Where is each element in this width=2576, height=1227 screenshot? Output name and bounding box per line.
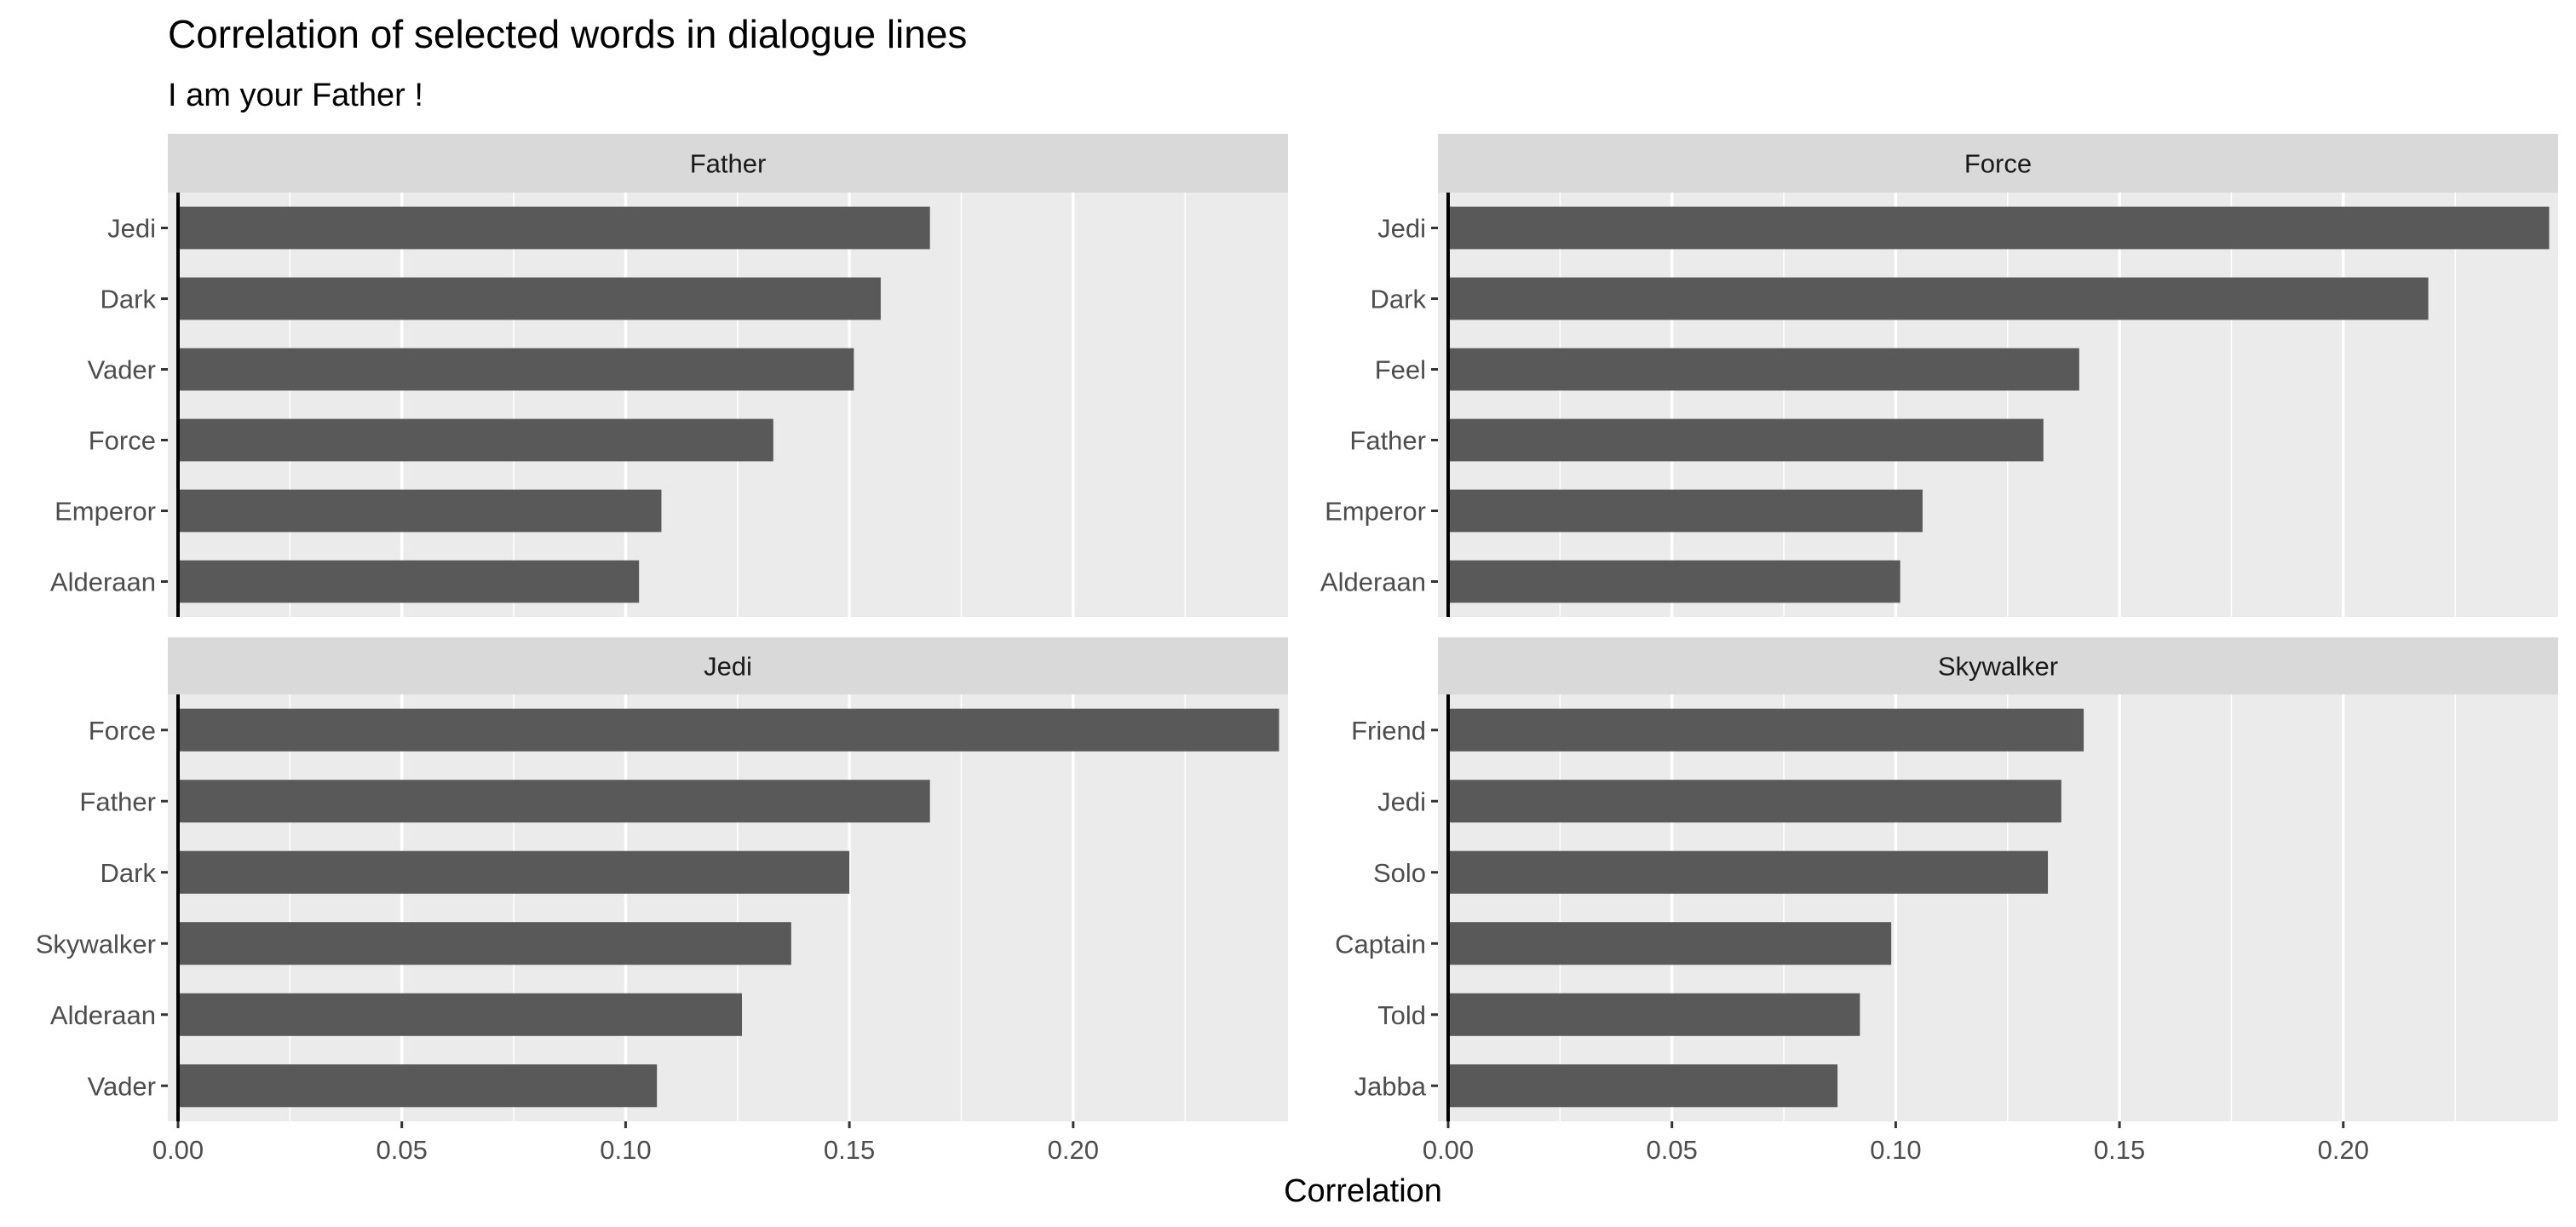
y-tick-label: Jedi bbox=[1377, 214, 1426, 244]
facet-strip bbox=[168, 637, 1288, 694]
y-tick-label: Captain bbox=[1335, 929, 1426, 959]
bar-jedi bbox=[178, 206, 930, 250]
y-tick-label: Jedi bbox=[107, 214, 156, 244]
bar-emperor bbox=[1448, 489, 1923, 533]
facet-strip-label: Force bbox=[1964, 149, 2032, 179]
panel-background bbox=[168, 193, 1288, 617]
y-tick-label: Emperor bbox=[1325, 497, 1426, 527]
bar-vader bbox=[178, 1064, 658, 1108]
facet-strip-label: Jedi bbox=[704, 652, 752, 682]
x-tick-label: 0.10 bbox=[1870, 1135, 1921, 1165]
y-tick-label: Alderaan bbox=[50, 567, 156, 597]
facet-panels: FatherJediDarkVaderForceEmperorAlderaanF… bbox=[36, 134, 2558, 1165]
bar-father bbox=[178, 780, 930, 823]
y-tick-label: Dark bbox=[101, 858, 157, 888]
y-tick-label: Alderaan bbox=[1320, 567, 1426, 597]
bar-jabba bbox=[1448, 1064, 1838, 1108]
facet-force: Force Jedi Dark Feel Father Emperor Alderaan bbox=[1320, 134, 2558, 617]
y-tick-label: Vader bbox=[88, 1071, 156, 1101]
x-tick-label: 0.05 bbox=[1647, 1135, 1698, 1165]
y-tick-label: Dark bbox=[101, 285, 157, 314]
chart-subtitle: I am your Father ! bbox=[168, 78, 423, 113]
chart-title: Correlation of selected words in dialogu… bbox=[168, 12, 967, 56]
panel-background bbox=[168, 694, 1288, 1121]
bar-jedi bbox=[1448, 206, 2550, 250]
facet-father: Father Jedi Dark Vader Force Emperor Alderaan bbox=[50, 134, 1288, 617]
facet-strip bbox=[1438, 637, 2558, 694]
facet-jedi: Jedi Force Father Dark Skywalker Alderaan Vade… bbox=[36, 637, 1288, 1165]
x-tick-label: 0.15 bbox=[824, 1135, 875, 1165]
x-axis-label: Correlation bbox=[1284, 1173, 1442, 1209]
y-tick-label: Dark bbox=[1371, 285, 1427, 314]
bar-friend bbox=[1448, 708, 2084, 752]
y-tick-label: Force bbox=[89, 716, 156, 746]
bar-alderaan bbox=[178, 993, 743, 1036]
x-tick-label: 0.10 bbox=[600, 1135, 651, 1165]
bar-skywalker bbox=[178, 922, 791, 965]
bar-vader bbox=[178, 348, 854, 391]
y-tick-label: Jabba bbox=[1354, 1071, 1427, 1101]
bar-father bbox=[1448, 418, 2044, 462]
y-tick-label: Father bbox=[79, 786, 156, 816]
y-tick-label: Skywalker bbox=[36, 929, 156, 959]
bar-dark bbox=[178, 277, 881, 320]
x-tick-label: 0.15 bbox=[2094, 1135, 2145, 1165]
y-tick-label: Friend bbox=[1351, 716, 1426, 746]
bar-dark bbox=[178, 850, 850, 894]
x-tick-label: 0.00 bbox=[1423, 1135, 1474, 1165]
x-tick-label: 0.20 bbox=[2318, 1135, 2369, 1165]
bar-captain bbox=[1448, 922, 1892, 965]
bar-jedi bbox=[1448, 780, 2061, 823]
x-tick-label: 0.05 bbox=[377, 1135, 428, 1165]
bar-alderaan bbox=[178, 560, 640, 603]
bar-dark bbox=[1448, 277, 2429, 320]
bar-force bbox=[178, 708, 1279, 752]
y-tick-label: Feel bbox=[1375, 355, 1426, 385]
panel-background bbox=[1438, 193, 2558, 617]
facet-strip bbox=[168, 134, 1288, 193]
y-tick-label: Vader bbox=[88, 355, 156, 385]
bar-emperor bbox=[178, 489, 662, 533]
panel-background bbox=[1438, 694, 2558, 1121]
bar-told bbox=[1448, 993, 1860, 1036]
y-tick-label: Jedi bbox=[1377, 786, 1426, 816]
facet-skywalker: Skywalker Friend Jedi Solo Captain Told Jabba 0… bbox=[1335, 637, 2558, 1165]
x-tick-label: 0.00 bbox=[152, 1135, 204, 1165]
bar-alderaan bbox=[1448, 560, 1900, 603]
bar-solo bbox=[1448, 850, 2049, 894]
bar-feel bbox=[1448, 348, 2079, 391]
y-tick-label: Force bbox=[89, 426, 156, 456]
y-tick-label: Solo bbox=[1373, 858, 1426, 888]
facet-strip-label: Father bbox=[690, 149, 767, 179]
y-tick-label: Emperor bbox=[55, 497, 156, 527]
bar-force bbox=[178, 418, 773, 462]
x-tick-label: 0.20 bbox=[1048, 1135, 1099, 1165]
y-tick-label: Told bbox=[1377, 1000, 1426, 1030]
y-tick-label: Alderaan bbox=[50, 1000, 156, 1030]
facet-strip-label: Skywalker bbox=[1938, 652, 2058, 682]
facet-strip bbox=[1438, 134, 2558, 193]
y-tick-label: Father bbox=[1349, 426, 1426, 456]
